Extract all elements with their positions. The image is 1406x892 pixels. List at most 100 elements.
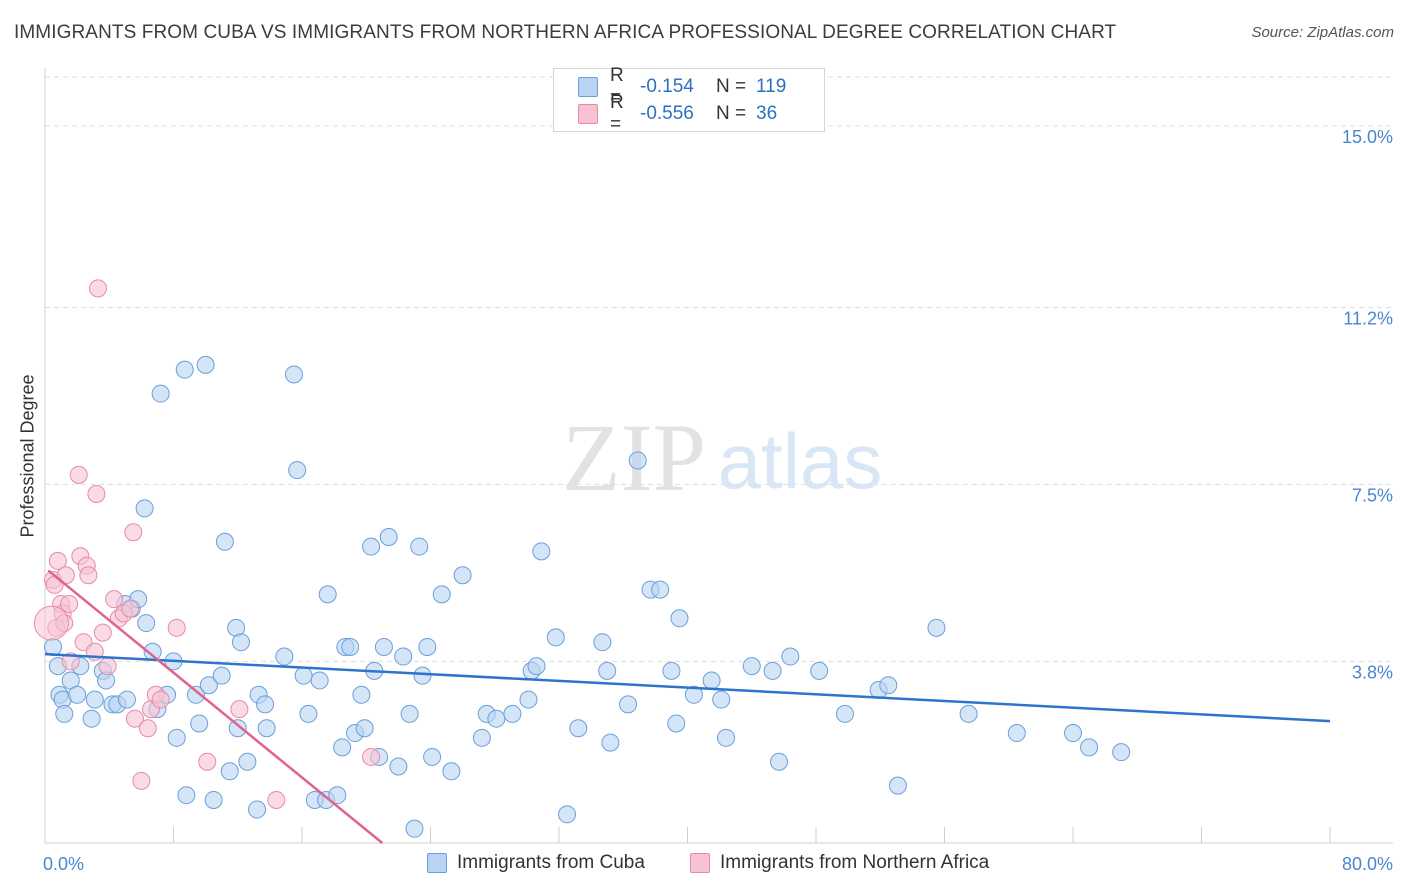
data-point xyxy=(487,709,506,728)
data-point xyxy=(781,647,800,666)
data-point xyxy=(215,532,234,551)
data-point xyxy=(702,671,721,690)
x-tick-label: 80.0% xyxy=(1342,854,1393,874)
legend-label-northern-africa: Immigrants from Northern Africa xyxy=(720,852,990,873)
data-point xyxy=(98,657,117,676)
data-point xyxy=(294,666,313,685)
legend-row-northern-africa: R = -0.556 N = 36 xyxy=(578,92,777,135)
legend-item-northern-africa[interactable]: Immigrants from Northern Africa xyxy=(690,852,989,874)
chart-title: IMMIGRANTS FROM CUBA VS IMMIGRANTS FROM … xyxy=(14,22,1117,43)
data-point xyxy=(418,637,437,656)
data-point xyxy=(138,719,157,738)
data-point xyxy=(198,752,217,771)
data-point xyxy=(598,661,617,680)
legend-item-cuba[interactable]: Immigrants from Cuba xyxy=(427,852,645,874)
data-point xyxy=(231,633,250,652)
data-point xyxy=(275,647,294,666)
data-point xyxy=(1007,724,1026,743)
data-point xyxy=(135,499,154,518)
r-value: -0.154 xyxy=(640,76,694,97)
trend-lines xyxy=(44,569,1331,844)
data-point xyxy=(341,637,360,656)
data-point xyxy=(284,365,303,384)
data-point xyxy=(85,690,104,709)
data-point xyxy=(879,676,898,695)
r-value: -0.556 xyxy=(640,103,694,124)
legend-row-cuba: R = -0.154 N = 119 xyxy=(578,65,786,108)
data-point xyxy=(310,671,329,690)
grid-lines xyxy=(45,76,1393,662)
data-point xyxy=(400,704,419,723)
legend-swatch-cuba xyxy=(578,77,598,97)
y-tick-label: 7.5% xyxy=(1352,485,1393,505)
data-point xyxy=(810,661,829,680)
data-point xyxy=(472,728,491,747)
data-point xyxy=(228,719,247,738)
data-point xyxy=(79,566,98,585)
x-tick-label: 0.0% xyxy=(43,854,84,874)
data-point xyxy=(763,661,782,680)
series-cuba-points xyxy=(44,355,1131,838)
data-point xyxy=(546,628,565,647)
data-point xyxy=(69,465,88,484)
data-point xyxy=(374,637,393,656)
data-point xyxy=(670,609,689,628)
legend-stats: R = -0.154 N = 119 R = -0.556 N = 36 xyxy=(553,65,825,135)
data-point xyxy=(204,790,223,809)
data-point xyxy=(362,537,381,556)
y-tick-label: 3.8% xyxy=(1352,662,1393,682)
data-point xyxy=(61,652,80,671)
data-point xyxy=(601,733,620,752)
data-point xyxy=(503,704,522,723)
data-point xyxy=(413,666,432,685)
data-point xyxy=(888,776,907,795)
data-point xyxy=(379,528,398,546)
data-point xyxy=(44,637,63,656)
legend-swatch-northern-africa xyxy=(690,853,710,873)
data-point xyxy=(117,690,136,709)
legend-label-cuba: Immigrants from Cuba xyxy=(457,852,645,873)
data-point xyxy=(199,676,218,695)
data-point xyxy=(121,599,140,618)
data-point xyxy=(89,279,108,298)
data-point xyxy=(137,614,156,633)
watermark: ZIP atlas xyxy=(562,404,882,511)
data-point xyxy=(532,542,551,561)
r-label: R = xyxy=(610,65,624,108)
data-point xyxy=(105,590,124,609)
data-point xyxy=(151,690,170,709)
data-point xyxy=(712,690,731,709)
data-point xyxy=(132,771,151,790)
data-point xyxy=(770,752,789,771)
n-label: N = xyxy=(716,76,747,97)
data-point xyxy=(835,704,854,723)
data-point xyxy=(190,714,209,733)
trend-line xyxy=(47,569,384,844)
data-point xyxy=(93,623,112,642)
data-point xyxy=(667,714,686,733)
data-point xyxy=(619,695,638,714)
data-point xyxy=(423,747,442,766)
data-point xyxy=(717,728,736,747)
r-label: R = xyxy=(610,92,624,135)
data-point xyxy=(355,719,374,738)
data-point xyxy=(558,805,577,824)
data-point xyxy=(318,585,337,604)
data-point xyxy=(60,594,79,613)
data-point xyxy=(684,685,703,704)
watermark-atlas: atlas xyxy=(718,417,883,505)
legend-swatch-cuba xyxy=(427,853,447,873)
data-point xyxy=(288,461,307,480)
data-point xyxy=(124,523,143,542)
data-point xyxy=(442,762,461,781)
legend-swatch-northern-africa xyxy=(578,104,598,124)
data-point xyxy=(256,695,275,714)
data-point xyxy=(1080,738,1099,757)
data-point xyxy=(389,757,408,776)
data-point xyxy=(248,800,267,819)
data-point xyxy=(569,719,588,738)
axes xyxy=(44,68,1393,844)
y-tick-labels: 3.8% 7.5% 11.2% 15.0% xyxy=(1342,127,1393,683)
data-point xyxy=(1112,743,1131,762)
